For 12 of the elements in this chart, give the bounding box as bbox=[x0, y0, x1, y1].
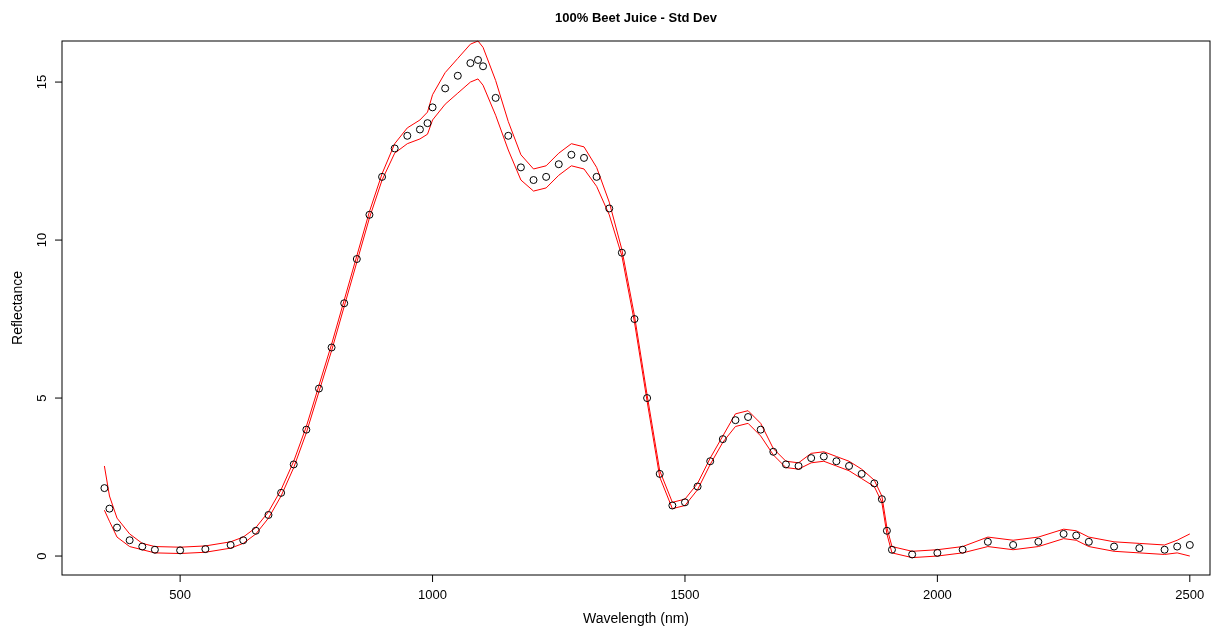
chart-title: 100% Beet Juice - Std Dev bbox=[555, 10, 718, 25]
y-tick-label: 5 bbox=[34, 394, 49, 402]
y-tick-label: 15 bbox=[34, 74, 49, 90]
x-axis-title: Wavelength (nm) bbox=[582, 610, 690, 626]
y-axis-title: Reflectance bbox=[9, 270, 25, 345]
x-tick-label: 2500 bbox=[1175, 587, 1205, 602]
y-tick-label: 10 bbox=[34, 232, 49, 248]
x-tick-label: 1500 bbox=[670, 587, 700, 602]
y-tick-label: 0 bbox=[34, 552, 49, 560]
x-tick-label: 1000 bbox=[418, 587, 448, 602]
x-tick-label: 2000 bbox=[922, 587, 952, 602]
x-tick-label: 500 bbox=[169, 587, 191, 602]
